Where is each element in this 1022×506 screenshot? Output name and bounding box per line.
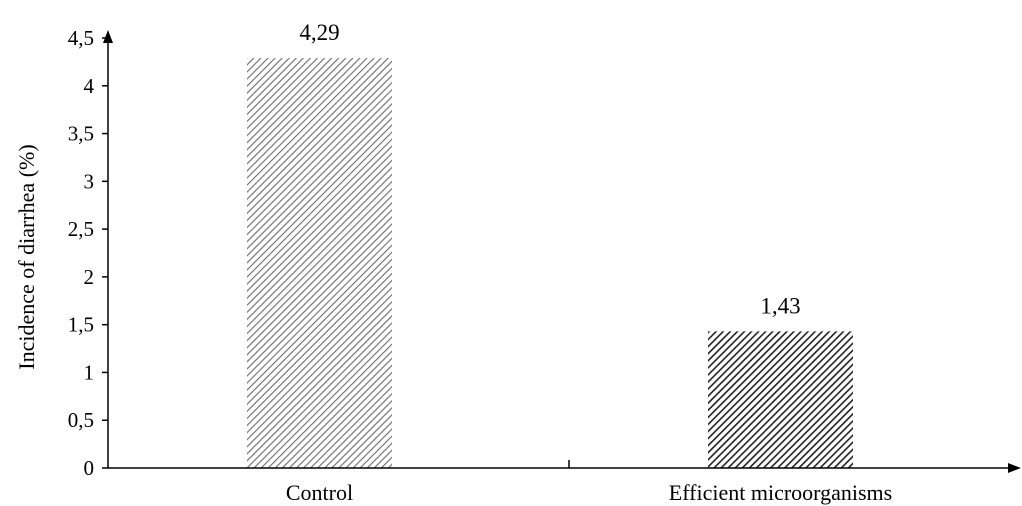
bar-data-label: 1,43 [760, 293, 800, 318]
bar-efficient-microorganisms [708, 331, 853, 468]
y-tick-label: 1 [84, 360, 95, 384]
bar-control [247, 58, 392, 469]
bar-data-label: 4,29 [299, 20, 339, 45]
x-axis-arrow-icon [1008, 463, 1021, 473]
y-axis-arrow-icon [103, 30, 113, 43]
y-tick-label: 0,5 [68, 408, 94, 432]
y-tick-label: 3 [84, 169, 95, 193]
y-tick-label: 2 [84, 265, 95, 289]
y-ticks-layer: 0 0,5 1 1,5 2 2,5 3 3,5 4 4,5 [68, 26, 108, 480]
x-category-label: Control [286, 480, 353, 505]
y-tick-label: 2,5 [68, 217, 94, 241]
y-tick-label: 4 [84, 74, 95, 98]
bars-layer [247, 58, 853, 469]
y-tick-label: 4,5 [68, 26, 94, 50]
y-tick-label: 1,5 [68, 313, 94, 337]
y-tick-label: 3,5 [68, 122, 94, 146]
y-tick-label: 0 [84, 456, 95, 480]
y-axis-title: Incidence of diarrhea (%) [14, 144, 39, 369]
labels-layer: 4,29 Control 1,43 Efficient microorganisms [286, 20, 892, 505]
x-category-label: Efficient microorganisms [669, 480, 892, 505]
